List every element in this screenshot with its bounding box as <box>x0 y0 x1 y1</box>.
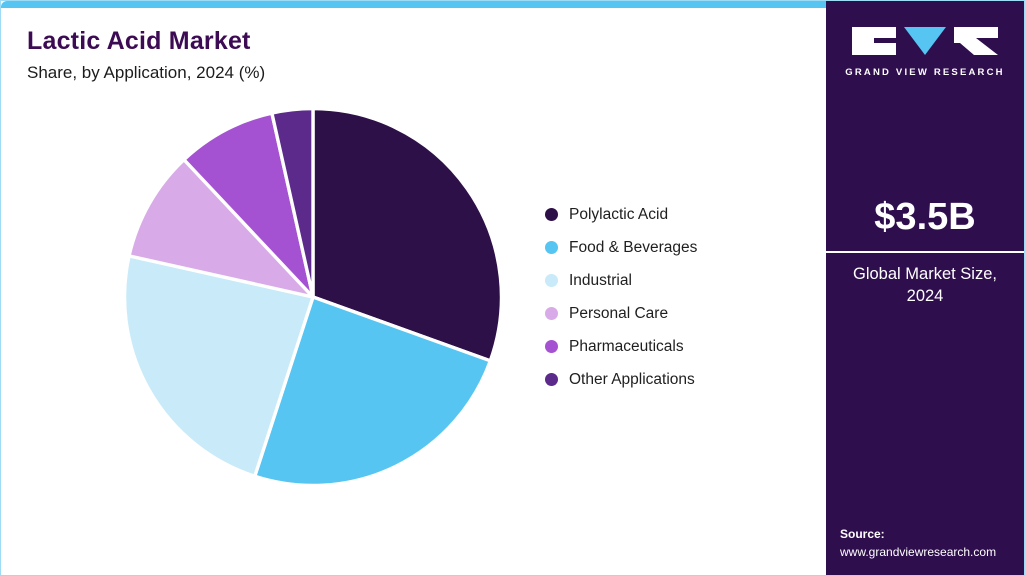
market-size-divider <box>826 251 1024 253</box>
legend-item: Food & Beverages <box>545 239 697 257</box>
legend-swatch-icon <box>545 274 558 287</box>
legend-label: Other Applications <box>569 370 695 388</box>
market-size-label: Global Market Size, 2024 <box>853 265 997 306</box>
legend-item: Industrial <box>545 272 697 290</box>
legend-item: Polylactic Acid <box>545 206 697 224</box>
grand-view-research-logo-icon <box>852 27 998 55</box>
pie-slice <box>253 295 493 488</box>
chart-title: Lactic Acid Market <box>27 27 251 55</box>
source-label: Source: <box>840 527 885 541</box>
brand-logo-block: GRAND VIEW RESEARCH <box>826 1 1024 78</box>
legend: Polylactic Acid Food & Beverages Industria… <box>545 206 697 389</box>
chart-body: Polylactic Acid Food & Beverages Industria… <box>1 101 828 493</box>
market-size-block: $3.5B Global Market Size, 2024 <box>826 196 1024 308</box>
pie-chart-container <box>117 101 509 493</box>
pie-slice <box>270 106 315 299</box>
legend-label: Polylactic Acid <box>569 205 669 223</box>
legend-swatch-icon <box>545 340 558 353</box>
legend-item: Personal Care <box>545 305 697 323</box>
legend-label: Pharmaceuticals <box>569 337 684 355</box>
source-block: Source: www.grandviewresearch.com <box>826 525 1024 575</box>
source-url: www.grandviewresearch.com <box>840 545 997 559</box>
brand-name: GRAND VIEW RESEARCH <box>845 67 1005 78</box>
chart-header: Lactic Acid Market Share, by Application… <box>1 1 828 83</box>
legend-swatch-icon <box>545 307 558 320</box>
chart-area: Lactic Acid Market Share, by Application… <box>1 1 828 575</box>
accent-topbar <box>1 1 828 8</box>
legend-swatch-icon <box>545 373 558 386</box>
pie-slice <box>127 157 315 299</box>
legend-label: Personal Care <box>569 304 669 322</box>
pie-slice <box>122 254 315 478</box>
legend-label: Food & Beverages <box>569 238 698 256</box>
legend-item: Pharmaceuticals <box>545 338 697 356</box>
market-size-value: $3.5B <box>874 196 976 238</box>
chart-subtitle: Share, by Application, 2024 (%) <box>27 63 266 82</box>
legend-label: Industrial <box>569 271 632 289</box>
pie-chart <box>122 106 504 488</box>
legend-swatch-icon <box>545 241 558 254</box>
pie-slice <box>311 106 504 363</box>
legend-swatch-icon <box>545 208 558 221</box>
legend-item: Other Applications <box>545 371 697 389</box>
brand-sidebar: GRAND VIEW RESEARCH $3.5B Global Market … <box>826 1 1024 575</box>
